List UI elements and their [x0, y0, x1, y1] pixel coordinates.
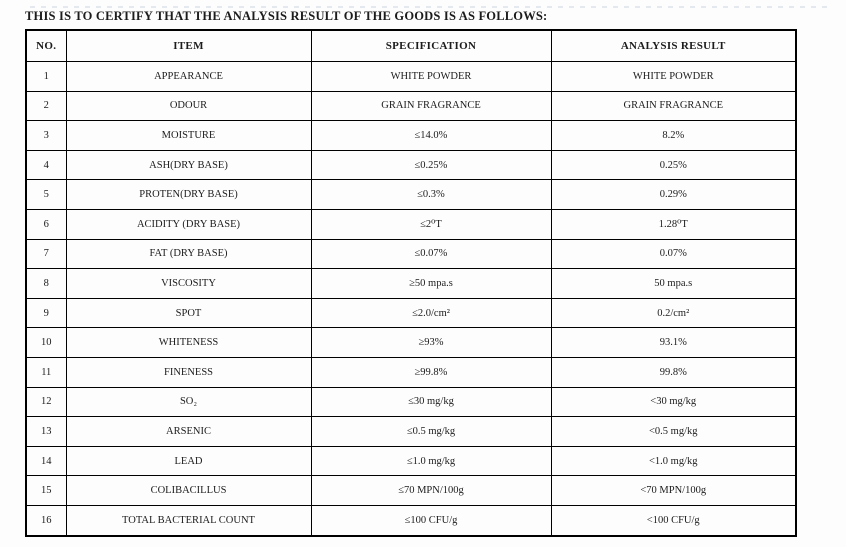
scan-artifact-line: [30, 6, 830, 8]
cell-spec: ≤0.25%: [310, 149, 552, 181]
table-row: 7 FAT (DRY BASE) ≤0.07% 0.07%: [25, 238, 797, 270]
cell-item: COLIBACILLUS: [65, 475, 312, 506]
cell-spec: ≥50 mpa.s: [310, 268, 552, 299]
cell-no: 14: [25, 445, 67, 477]
certificate-statement: THIS IS TO CERTIFY THAT THE ANALYSIS RES…: [25, 9, 548, 23]
cell-item: VISCOSITY: [65, 268, 312, 299]
table-row: 8 VISCOSITY ≥50 mpa.s 50 mpa.s: [25, 268, 797, 299]
cell-spec: WHITE POWDER: [310, 61, 552, 92]
cell-result: 0.2/cm²: [550, 297, 797, 329]
header-row: NO. ITEM SPECIFICATION ANALYSIS RESULT: [25, 29, 797, 62]
analysis-result-table: NO. ITEM SPECIFICATION ANALYSIS RESULT 1…: [25, 29, 797, 537]
cell-no: 9: [25, 297, 67, 329]
cell-spec: ≥93%: [310, 327, 552, 358]
cell-no: 5: [25, 179, 67, 210]
table-row: 15 COLIBACILLUS ≤70 MPN/100g <70 MPN/100g: [25, 475, 797, 506]
cell-no: 11: [25, 356, 67, 388]
cell-item: WHITENESS: [65, 327, 312, 358]
header-analysis-result: ANALYSIS RESULT: [550, 29, 797, 62]
cell-no: 4: [25, 149, 67, 181]
table-row: 16 TOTAL BACTERIAL COUNT ≤100 CFU/g <100 CF…: [25, 504, 797, 537]
table-row: 11 FINENESS ≥99.8% 99.8%: [25, 356, 797, 388]
cell-result: 93.1%: [550, 327, 797, 358]
cell-item: SO₂: [65, 386, 312, 418]
cell-spec: ≤100 CFU/g: [310, 504, 552, 537]
table-row: 14 LEAD ≤1.0 mg/kg <1.0 mg/kg: [25, 445, 797, 477]
cell-result: 8.2%: [550, 120, 797, 151]
cell-no: 1: [25, 61, 67, 92]
analysis-table-header: NO. ITEM SPECIFICATION ANALYSIS RESULT: [25, 29, 797, 62]
cell-spec: ≥99.8%: [310, 356, 552, 388]
cell-no: 10: [25, 327, 67, 358]
cell-result: 0.07%: [550, 238, 797, 270]
cell-result: GRAIN FRAGRANCE: [550, 90, 797, 122]
table-row: 4 ASH(DRY BASE) ≤0.25% 0.25%: [25, 149, 797, 181]
table-row: 3 MOISTURE ≤14.0% 8.2%: [25, 120, 797, 151]
cell-spec: ≤30 mg/kg: [310, 386, 552, 418]
cell-item: FAT (DRY BASE): [65, 238, 312, 270]
cell-result: 1.28⁰T: [550, 208, 797, 240]
cell-spec: ≤2⁰T: [310, 208, 552, 240]
table-row: 9 SPOT ≤2.0/cm² 0.2/cm²: [25, 297, 797, 329]
cell-result: WHITE POWDER: [550, 61, 797, 92]
cell-spec: ≤0.07%: [310, 238, 552, 270]
cell-no: 8: [25, 268, 67, 299]
cell-no: 6: [25, 208, 67, 240]
cell-result: <30 mg/kg: [550, 386, 797, 418]
analysis-table-body: 1 APPEARANCE WHITE POWDER WHITE POWDER 2 ODOU…: [25, 61, 797, 537]
cell-result: <0.5 mg/kg: [550, 416, 797, 447]
table-row: 12 SO₂ ≤30 mg/kg <30 mg/kg: [25, 386, 797, 418]
cell-result: 0.29%: [550, 179, 797, 210]
table-row: 6 ACIDITY (DRY BASE) ≤2⁰T 1.28⁰T: [25, 208, 797, 240]
cell-spec: ≤14.0%: [310, 120, 552, 151]
cell-result: <70 MPN/100g: [550, 475, 797, 506]
cell-item: ARSENIC: [65, 416, 312, 447]
cell-spec: ≤0.3%: [310, 179, 552, 210]
table-row: 5 PROTEN(DRY BASE) ≤0.3% 0.29%: [25, 179, 797, 210]
cell-no: 3: [25, 120, 67, 151]
cell-result: <100 CFU/g: [550, 504, 797, 537]
cell-result: 50 mpa.s: [550, 268, 797, 299]
cell-no: 13: [25, 416, 67, 447]
table-row: 2 ODOUR GRAIN FRAGRANCE GRAIN FRAGRANCE: [25, 90, 797, 122]
cell-item: MOISTURE: [65, 120, 312, 151]
header-specification: SPECIFICATION: [310, 29, 552, 62]
cell-result: <1.0 mg/kg: [550, 445, 797, 477]
header-item: ITEM: [65, 29, 312, 62]
cell-item: FINENESS: [65, 356, 312, 388]
table-row: 10 WHITENESS ≥93% 93.1%: [25, 327, 797, 358]
cell-spec: ≤0.5 mg/kg: [310, 416, 552, 447]
cell-no: 7: [25, 238, 67, 270]
header-no: NO.: [25, 29, 67, 62]
cell-spec: GRAIN FRAGRANCE: [310, 90, 552, 122]
cell-result: 99.8%: [550, 356, 797, 388]
cell-item: PROTEN(DRY BASE): [65, 179, 312, 210]
cell-item: APPEARANCE: [65, 61, 312, 92]
cell-item: ASH(DRY BASE): [65, 149, 312, 181]
table-row: 13 ARSENIC ≤0.5 mg/kg <0.5 mg/kg: [25, 416, 797, 447]
cell-item: SPOT: [65, 297, 312, 329]
cell-spec: ≤1.0 mg/kg: [310, 445, 552, 477]
cell-item: ACIDITY (DRY BASE): [65, 208, 312, 240]
table-row: 1 APPEARANCE WHITE POWDER WHITE POWDER: [25, 61, 797, 92]
cell-spec: ≤2.0/cm²: [310, 297, 552, 329]
cell-no: 2: [25, 90, 67, 122]
cell-item: LEAD: [65, 445, 312, 477]
cell-spec: ≤70 MPN/100g: [310, 475, 552, 506]
cell-no: 16: [25, 504, 67, 537]
cell-no: 12: [25, 386, 67, 418]
cell-item: TOTAL BACTERIAL COUNT: [65, 504, 312, 537]
cell-no: 15: [25, 475, 67, 506]
cell-item: ODOUR: [65, 90, 312, 122]
cell-result: 0.25%: [550, 149, 797, 181]
